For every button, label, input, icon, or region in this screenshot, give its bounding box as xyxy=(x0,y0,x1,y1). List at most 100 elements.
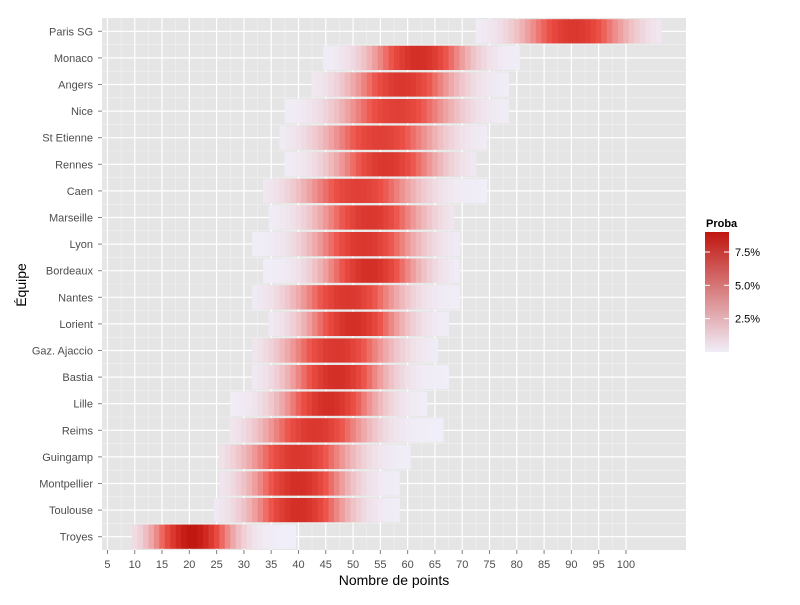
heatmap-cell xyxy=(426,72,433,97)
heatmap-cell xyxy=(383,72,389,97)
heatmap-cell xyxy=(295,125,302,150)
heatmap-cell xyxy=(301,98,308,124)
heatmap-cell xyxy=(388,444,395,470)
heatmap-cell xyxy=(355,471,362,496)
heatmap-cell xyxy=(394,178,400,204)
heatmap-cell xyxy=(372,285,379,310)
heatmap-cell xyxy=(350,178,357,204)
heatmap-cell xyxy=(421,364,428,390)
heatmap-cell xyxy=(328,338,335,363)
heatmap-cell xyxy=(350,98,357,124)
heatmap-cell xyxy=(328,258,335,283)
heatmap-cell xyxy=(361,391,368,416)
y-tick-label: Nice xyxy=(71,106,93,118)
heatmap-cell xyxy=(464,125,471,150)
heatmap-cell xyxy=(257,338,264,363)
heatmap-cell xyxy=(530,19,537,44)
heatmap-cell xyxy=(415,125,422,150)
heatmap-cell xyxy=(454,178,460,204)
heatmap-cell xyxy=(246,471,253,496)
heatmap-cell xyxy=(339,338,346,363)
heatmap-cell xyxy=(366,391,373,416)
heatmap-cell xyxy=(323,205,329,230)
heatmap-cell xyxy=(377,338,384,363)
heatmap-cell xyxy=(388,231,395,257)
heatmap-cell xyxy=(503,72,510,97)
heatmap-cell xyxy=(454,258,460,283)
y-tick-label: Montpellier xyxy=(39,479,93,491)
heatmap-cell xyxy=(432,152,439,177)
heatmap-cell xyxy=(323,72,329,97)
heatmap-cell xyxy=(355,418,362,443)
heatmap-cell xyxy=(366,178,373,204)
heatmap-cell xyxy=(333,178,340,204)
heatmap-cell xyxy=(279,311,286,337)
heatmap-cell xyxy=(623,19,630,44)
heatmap-cell xyxy=(323,98,329,124)
heatmap-cell xyxy=(628,19,635,44)
heatmap-cell xyxy=(415,258,422,283)
heatmap-cell xyxy=(404,391,411,416)
heatmap-cell xyxy=(470,125,477,150)
heatmap-cell xyxy=(350,285,357,310)
heatmap-cell xyxy=(415,178,422,204)
heatmap-cell xyxy=(585,19,591,44)
heatmap-cell xyxy=(284,125,291,150)
heatmap-cell xyxy=(290,418,297,443)
heatmap-cell xyxy=(355,178,362,204)
heatmap-cell xyxy=(333,72,340,97)
heatmap-cell xyxy=(383,338,389,363)
heatmap-cell xyxy=(464,178,471,204)
heatmap-cell xyxy=(366,125,373,150)
heatmap-cell xyxy=(208,524,215,549)
heatmap-cell xyxy=(350,338,357,363)
heatmap-cell xyxy=(421,72,428,97)
heatmap-cell xyxy=(268,285,275,310)
heatmap-cell xyxy=(328,444,335,470)
heatmap-cell xyxy=(246,444,253,470)
y-tick-label: Lyon xyxy=(70,239,93,251)
heatmap-cell xyxy=(410,338,417,363)
heatmap-cell xyxy=(323,364,329,390)
heatmap-cell xyxy=(241,497,248,523)
heatmap-cell xyxy=(312,98,318,124)
heatmap-cell xyxy=(366,258,373,283)
heatmap-cell xyxy=(410,311,417,337)
heatmap-cell xyxy=(448,258,455,283)
heatmap-cell xyxy=(219,471,226,496)
heatmap-cell xyxy=(257,391,264,416)
heatmap-cell xyxy=(279,285,286,310)
heatmap-cell xyxy=(372,72,379,97)
heatmap-cell xyxy=(503,19,510,44)
heatmap-cell xyxy=(339,98,346,124)
heatmap-cell xyxy=(355,98,362,124)
heatmap-cell xyxy=(284,285,291,310)
heatmap-cell xyxy=(377,497,384,523)
heatmap-cell xyxy=(383,178,389,204)
heatmap-cell xyxy=(366,231,373,257)
heatmap-cell xyxy=(443,125,449,150)
heatmap-cell xyxy=(350,364,357,390)
y-tick-marks xyxy=(98,30,102,538)
heatmap-cell xyxy=(333,311,340,337)
x-tick-label: 20 xyxy=(183,559,195,571)
heatmap-cell xyxy=(306,444,313,470)
heatmap-cell xyxy=(383,311,389,337)
heatmap-cell xyxy=(295,364,302,390)
heatmap-cell xyxy=(448,98,455,124)
heatmap-cell xyxy=(366,98,373,124)
heatmap-cell xyxy=(268,178,275,204)
heatmap-cell xyxy=(492,19,499,44)
x-axis-title: Nombre de points xyxy=(339,572,450,588)
heatmap-cell xyxy=(399,258,406,283)
heatmap-cell xyxy=(383,444,389,470)
heatmap-cell xyxy=(252,497,258,523)
heatmap-cell xyxy=(339,152,346,177)
x-tick-label: 40 xyxy=(292,559,304,571)
heatmap-cell xyxy=(383,258,389,283)
heatmap-cell xyxy=(295,98,302,124)
heatmap-cell xyxy=(241,391,248,416)
heatmap-cell xyxy=(508,45,515,71)
heatmap-cell xyxy=(426,258,433,283)
